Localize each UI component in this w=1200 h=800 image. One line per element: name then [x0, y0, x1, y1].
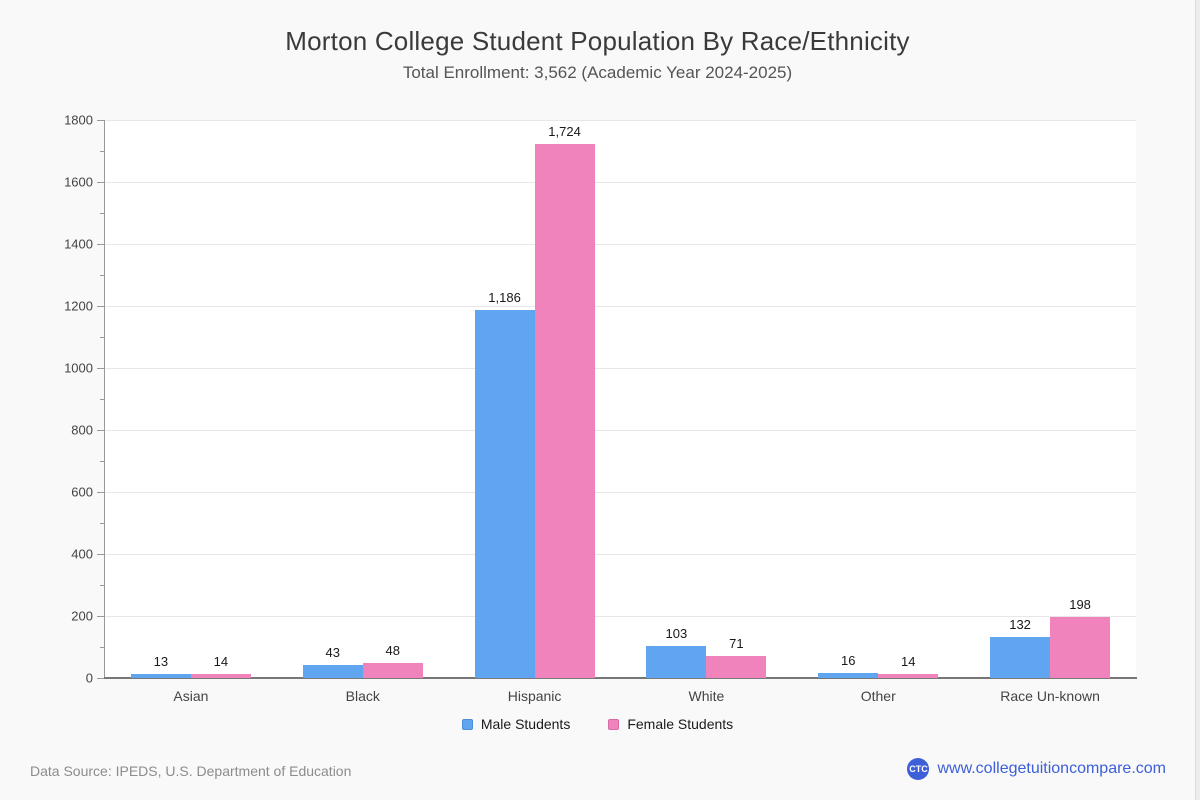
- bar-male-white[interactable]: [646, 646, 707, 678]
- bar-male-other[interactable]: [818, 673, 879, 678]
- vertical-scrollbar[interactable]: [1195, 0, 1200, 800]
- bar-male-race-un-known[interactable]: [990, 637, 1051, 678]
- y-minor-tick-900: [100, 399, 104, 400]
- x-label-asian: Asian: [173, 688, 209, 704]
- data-source-text: Data Source: IPEDS, U.S. Department of E…: [30, 763, 352, 779]
- bar-female-hispanic[interactable]: [534, 143, 595, 678]
- value-label-female-black: 48: [385, 643, 400, 659]
- gridline-1600: [105, 181, 1136, 183]
- ctc-logo-icon: CTC: [907, 758, 930, 780]
- y-minor-tick-700: [100, 461, 104, 462]
- legend: Male Students Female Students: [0, 716, 1195, 732]
- y-minor-tick-1100: [100, 337, 104, 338]
- y-tick-800: [97, 430, 104, 431]
- website-link[interactable]: CTC www.collegetuitioncompare.com: [907, 758, 1166, 780]
- y-minor-tick-1500: [100, 213, 104, 214]
- bar-female-race-un-known[interactable]: [1050, 616, 1111, 678]
- value-label-male-race-un-known: 132: [1009, 617, 1031, 633]
- value-label-male-other: 16: [841, 653, 856, 669]
- y-tick-0: [97, 678, 104, 679]
- y-tick-label-600: 600: [71, 484, 93, 500]
- x-label-other: Other: [860, 688, 896, 704]
- value-label-female-asian: 14: [213, 653, 229, 669]
- y-tick-200: [97, 616, 104, 617]
- chart-subtitle: Total Enrollment: 3,562 (Academic Year 2…: [402, 63, 793, 82]
- y-tick-label-1800: 1800: [64, 112, 93, 128]
- x-label-white: White: [688, 688, 725, 704]
- male-swatch-icon: [461, 718, 473, 730]
- website-url-text: www.collegetuitioncompare.com: [937, 760, 1166, 777]
- value-label-male-white: 103: [665, 626, 688, 642]
- bar-female-black[interactable]: [362, 663, 423, 678]
- y-tick-400: [97, 554, 104, 555]
- y-minor-tick-100: [100, 647, 104, 648]
- bar-female-asian[interactable]: [190, 673, 251, 678]
- gridline-1200: [105, 305, 1136, 307]
- x-axis-line: [104, 677, 1137, 679]
- x-label-race-un-known: Race Un-known: [1000, 688, 1100, 704]
- female-swatch-icon: [608, 718, 620, 730]
- value-label-male-black: 43: [325, 644, 340, 660]
- legend-item-female[interactable]: Female Students: [608, 716, 733, 732]
- value-label-female-white: 71: [729, 635, 744, 651]
- y-tick-1600: [97, 182, 104, 183]
- gridline-1800: [105, 120, 1136, 121]
- value-label-male-hispanic: 1,186: [488, 290, 521, 306]
- y-tick-label-1600: 1600: [64, 174, 93, 190]
- x-label-black: Black: [345, 688, 380, 704]
- bar-male-hispanic[interactable]: [474, 310, 535, 678]
- y-tick-1200: [97, 306, 104, 307]
- y-tick-label-0: 0: [85, 670, 93, 686]
- y-minor-tick-300: [100, 585, 104, 586]
- plot-area: 0 200 400 600 800 1000 1200 1400 1600 1800 13 14 Asi…: [64, 113, 1137, 704]
- y-tick-600: [97, 492, 104, 493]
- y-minor-tick-1700: [100, 151, 104, 152]
- gridline-400: [105, 553, 1136, 555]
- y-tick-label-1400: 1400: [64, 236, 93, 252]
- legend-label-female: Female Students: [627, 716, 734, 732]
- legend-label-male: Male Students: [480, 716, 571, 732]
- y-tick-label-1200: 1200: [64, 298, 93, 314]
- bar-female-white[interactable]: [706, 656, 767, 678]
- gridline-200: [105, 615, 1136, 617]
- x-label-hispanic: Hispanic: [507, 688, 562, 704]
- y-tick-1400: [97, 244, 104, 245]
- value-label-male-asian: 13: [153, 653, 169, 669]
- gridline-800: [105, 429, 1136, 431]
- y-tick-label-800: 800: [71, 422, 93, 438]
- y-tick-1000: [97, 368, 104, 369]
- y-axis-line: [104, 120, 105, 678]
- value-label-female-other: 14: [901, 653, 916, 669]
- y-tick-label-400: 400: [71, 546, 93, 562]
- y-minor-tick-500: [100, 523, 104, 524]
- chart-title: Morton College Student Population By Rac…: [285, 26, 910, 56]
- gridline-600: [105, 491, 1136, 493]
- value-label-female-hispanic: 1,724: [548, 123, 581, 139]
- y-minor-tick-1300: [100, 275, 104, 276]
- value-label-female-race-un-known: 198: [1069, 596, 1091, 612]
- bar-male-asian[interactable]: [130, 673, 191, 678]
- bar-male-black[interactable]: [302, 664, 363, 678]
- bar-female-other[interactable]: [878, 673, 939, 678]
- y-tick-1800: [97, 120, 104, 121]
- gridline-1400: [105, 243, 1136, 245]
- y-tick-label-200: 200: [71, 608, 93, 624]
- gridline-1000: [105, 367, 1136, 369]
- legend-item-male[interactable]: Male Students: [461, 716, 571, 732]
- y-tick-label-1000: 1000: [64, 360, 93, 376]
